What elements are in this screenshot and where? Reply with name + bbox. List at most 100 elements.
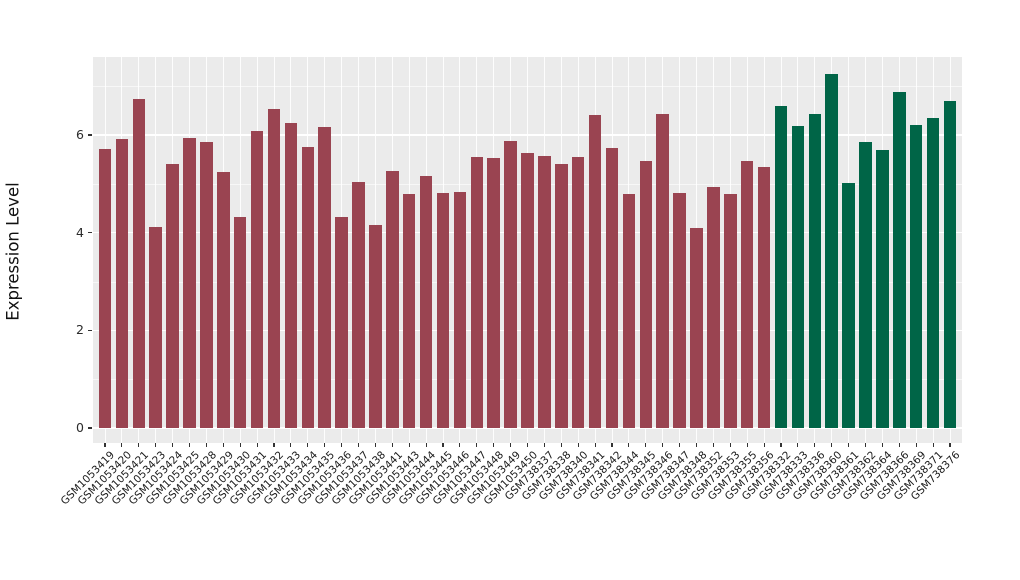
bar-GSM1053447 [470,156,484,428]
x-tick-mark [307,443,309,447]
bar-GSM738371 [926,118,940,428]
bar-GSM738337 [538,155,551,428]
bar-GSM1053430 [233,216,247,428]
x-tick-mark [510,443,512,447]
bar-GSM738355 [740,160,754,428]
bar-GSM738348 [690,228,703,428]
y-tick-mark [88,232,92,234]
y-tick-label: 6 [76,127,84,143]
bar-GSM738353 [724,194,737,428]
bar-GSM738344 [622,194,636,428]
x-tick-mark [611,443,613,447]
x-tick-mark [256,443,258,447]
x-tick-mark [915,443,917,447]
bar-GSM1053432 [267,108,281,428]
bar-GSM738360 [825,73,838,428]
plot-panel [93,57,962,443]
bar-GSM738346 [656,114,669,428]
bar-GSM1053435 [318,127,331,428]
bar-GSM738332 [774,106,788,428]
x-tick-mark [628,443,630,447]
x-tick-mark [746,443,748,447]
bar-GSM738356 [757,167,771,428]
bar-GSM738376 [943,101,957,428]
bar-GSM738364 [876,150,889,428]
bar-GSM1053424 [166,164,179,428]
x-tick-mark [729,443,731,447]
bar-GSM738362 [859,141,872,428]
y-tick-label: 0 [76,420,84,435]
x-tick-mark [814,443,816,447]
x-tick-mark [864,443,867,447]
bar-GSM1053433 [284,122,298,428]
x-tick-mark [577,443,579,447]
x-tick-mark [476,443,478,447]
bar-GSM1053428 [200,141,213,428]
x-tick-mark [138,443,140,447]
bar-GSM738369 [909,125,923,428]
x-tick-mark [797,443,799,447]
y-tick-label: 4 [76,224,84,240]
x-tick-mark [645,443,647,447]
x-tick-mark [560,443,562,447]
bar-GSM1053441 [386,171,399,428]
x-tick-mark [341,443,343,447]
bar-GSM1053438 [369,225,382,428]
bar-GSM738347 [673,193,686,428]
bar-GSM738366 [893,92,906,428]
x-tick-mark [425,443,427,447]
bar-GSM738361 [842,182,855,428]
bar-GSM738340 [571,156,585,428]
bar-GSM1053445 [436,193,450,428]
x-tick-mark [391,443,393,447]
x-tick-mark [949,443,951,447]
bar-GSM1053450 [521,152,534,428]
x-tick-mark [324,443,326,447]
y-tick-label: 2 [76,322,84,338]
x-tick-mark [239,443,241,447]
bar-GSM1053431 [250,131,264,428]
bar-GSM1053436 [335,216,348,428]
x-tick-mark [695,443,698,447]
y-tick-mark [88,427,92,429]
x-tick-mark [408,443,410,447]
x-tick-mark [290,443,292,447]
bar-GSM738333 [791,126,805,428]
x-tick-mark [459,443,461,447]
bar-GSM1053444 [419,176,433,428]
y-axis-title: Expression Level [3,182,23,321]
x-tick-mark [205,443,207,447]
x-tick-mark [222,443,224,447]
bar-GSM1053421 [132,99,146,428]
bar-GSM1053420 [115,138,129,428]
bar-GSM1053423 [149,226,162,428]
x-tick-mark [679,443,681,447]
bar-GSM1053448 [487,157,500,428]
x-tick-mark [712,443,714,447]
x-tick-mark [357,443,360,447]
x-tick-mark [273,443,275,447]
x-tick-mark [155,443,157,447]
x-tick-mark [104,443,106,447]
x-tick-mark [780,443,782,447]
bar-GSM1053434 [301,147,315,428]
x-tick-mark [188,443,191,447]
y-tick-mark [88,134,92,136]
x-tick-mark [848,443,850,447]
bar-GSM738342 [605,148,619,428]
x-tick-mark [594,443,596,447]
x-tick-mark [831,443,833,447]
bar-GSM1053425 [183,137,196,428]
x-tick-mark [442,443,444,447]
x-tick-mark [374,443,376,447]
x-tick-mark [932,443,934,447]
bar-GSM738352 [707,187,720,428]
x-tick-mark [526,443,529,447]
x-tick-mark [763,443,765,447]
y-tick-mark [88,329,92,331]
x-tick-mark [172,443,174,447]
bar-GSM738345 [639,160,653,428]
bar-GSM738338 [555,164,568,428]
bar-GSM738341 [588,114,602,428]
